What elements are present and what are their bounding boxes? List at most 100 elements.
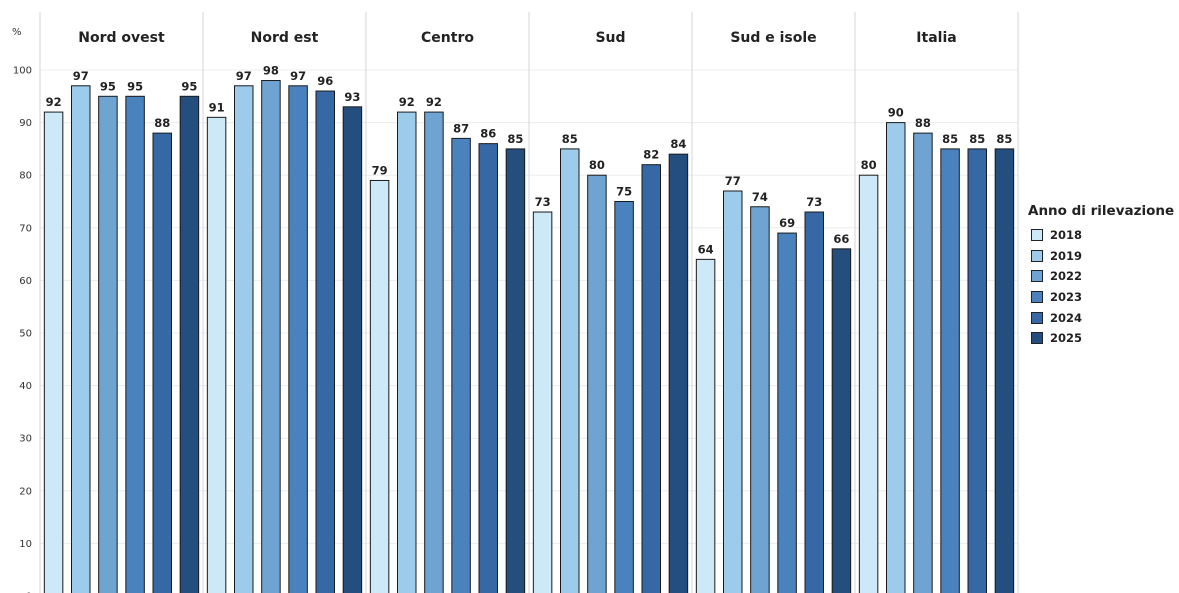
y-tick-label: 100 xyxy=(13,66,32,77)
legend-item: 2025 xyxy=(1028,328,1174,349)
bar xyxy=(125,95,145,593)
legend-swatch xyxy=(1031,291,1043,304)
data-label: 97 xyxy=(73,69,89,83)
data-label: 75 xyxy=(616,185,632,199)
data-label: 95 xyxy=(100,79,116,93)
bar xyxy=(587,174,607,593)
bar xyxy=(777,232,797,593)
panel-header: Sud xyxy=(595,30,625,46)
data-label: 88 xyxy=(154,116,170,130)
data-label: 93 xyxy=(344,90,360,104)
data-label: 90 xyxy=(888,106,904,120)
bar xyxy=(451,137,471,593)
legend-swatch xyxy=(1031,249,1043,262)
y-axis-unit-label: % xyxy=(12,27,22,38)
data-label: 87 xyxy=(453,121,469,135)
panel-header: Sud e isole xyxy=(730,30,816,46)
data-label: 85 xyxy=(996,132,1012,146)
legend-swatch xyxy=(1031,332,1043,345)
bar xyxy=(315,90,335,593)
bar xyxy=(804,211,824,593)
legend-item: 2023 xyxy=(1028,287,1174,308)
bar xyxy=(913,132,933,593)
bar xyxy=(967,148,987,593)
bar xyxy=(369,179,390,593)
data-label: 84 xyxy=(670,137,686,151)
data-label: 91 xyxy=(209,100,225,114)
data-label: 97 xyxy=(236,69,252,83)
legend-swatch xyxy=(1031,311,1043,324)
data-label: 86 xyxy=(480,127,496,141)
bar xyxy=(831,248,852,593)
legend-label: 2024 xyxy=(1050,310,1083,325)
bar xyxy=(940,148,960,593)
panel-dividers xyxy=(39,12,1019,593)
data-label: 69 xyxy=(779,216,795,230)
bar xyxy=(478,143,498,593)
bar xyxy=(614,201,634,593)
data-label: 80 xyxy=(861,158,877,172)
bar xyxy=(994,148,1015,593)
data-label: 74 xyxy=(752,190,768,204)
data-label: 64 xyxy=(698,242,714,256)
legend-title: Anno di rilevazione xyxy=(1028,203,1175,219)
y-tick-label: 20 xyxy=(19,486,32,497)
data-label: 80 xyxy=(589,158,605,172)
data-label: 95 xyxy=(127,79,143,93)
data-label: 92 xyxy=(426,95,442,109)
bar xyxy=(424,111,444,593)
bar xyxy=(723,190,743,593)
legend-items: 2018 2019 2022 2023 2024 2025 xyxy=(1028,225,1174,349)
data-label: 88 xyxy=(915,116,931,130)
legend-label: 2018 xyxy=(1050,228,1083,243)
data-label: 92 xyxy=(399,95,415,109)
y-tick-label: 30 xyxy=(19,434,32,445)
panel-headers: Nord ovest Nord est Centro Sud Sud e isole It… xyxy=(78,30,956,46)
data-label: 92 xyxy=(46,95,62,109)
data-label: 77 xyxy=(725,174,741,188)
bars xyxy=(43,80,1015,593)
data-label: 66 xyxy=(833,232,849,246)
legend-label: 2019 xyxy=(1050,248,1083,263)
bar xyxy=(234,85,254,593)
data-label: 98 xyxy=(263,64,279,78)
legend-item: 2024 xyxy=(1028,307,1174,328)
bar xyxy=(532,211,553,593)
bar xyxy=(858,174,879,593)
bar xyxy=(668,153,689,593)
y-tick-label: 60 xyxy=(19,276,32,287)
y-tick-label: 90 xyxy=(19,118,32,129)
bar xyxy=(397,111,417,593)
bar xyxy=(750,206,770,593)
data-label: 85 xyxy=(562,132,578,146)
y-tick-label: 40 xyxy=(19,381,32,392)
data-label: 73 xyxy=(535,195,551,209)
legend-swatch xyxy=(1031,270,1043,283)
y-tick-label: 80 xyxy=(19,171,32,182)
legend: Anno di rilevazione 2018 2019 2022 2023 2024… xyxy=(1028,203,1174,349)
legend-label: 2025 xyxy=(1050,331,1083,346)
data-label: 82 xyxy=(643,148,659,162)
y-tick-label: 70 xyxy=(19,223,32,234)
data-label: 85 xyxy=(507,132,523,146)
bar xyxy=(641,164,661,593)
bar xyxy=(71,85,91,593)
bar xyxy=(288,85,308,593)
bar xyxy=(43,111,64,593)
data-label: 85 xyxy=(969,132,985,146)
bar xyxy=(560,148,580,593)
bar xyxy=(342,106,363,593)
panel-header: Nord est xyxy=(251,30,319,46)
bar xyxy=(179,95,200,593)
data-label: 73 xyxy=(806,195,822,209)
y-tick-label: 50 xyxy=(19,329,32,340)
legend-item: 2022 xyxy=(1028,266,1174,287)
y-axis-ticks: 0 10 20 30 40 50 60 70 80 90 100 xyxy=(13,66,32,593)
bar xyxy=(505,148,526,593)
legend-item: 2018 xyxy=(1028,225,1174,246)
data-labels: 92 97 95 95 88 95 91 97 98 97 96 93 79 92 92 87 86 85 73 85… xyxy=(46,64,1013,257)
data-label: 79 xyxy=(372,163,388,177)
legend-label: 2022 xyxy=(1050,269,1083,284)
bar xyxy=(695,258,716,593)
